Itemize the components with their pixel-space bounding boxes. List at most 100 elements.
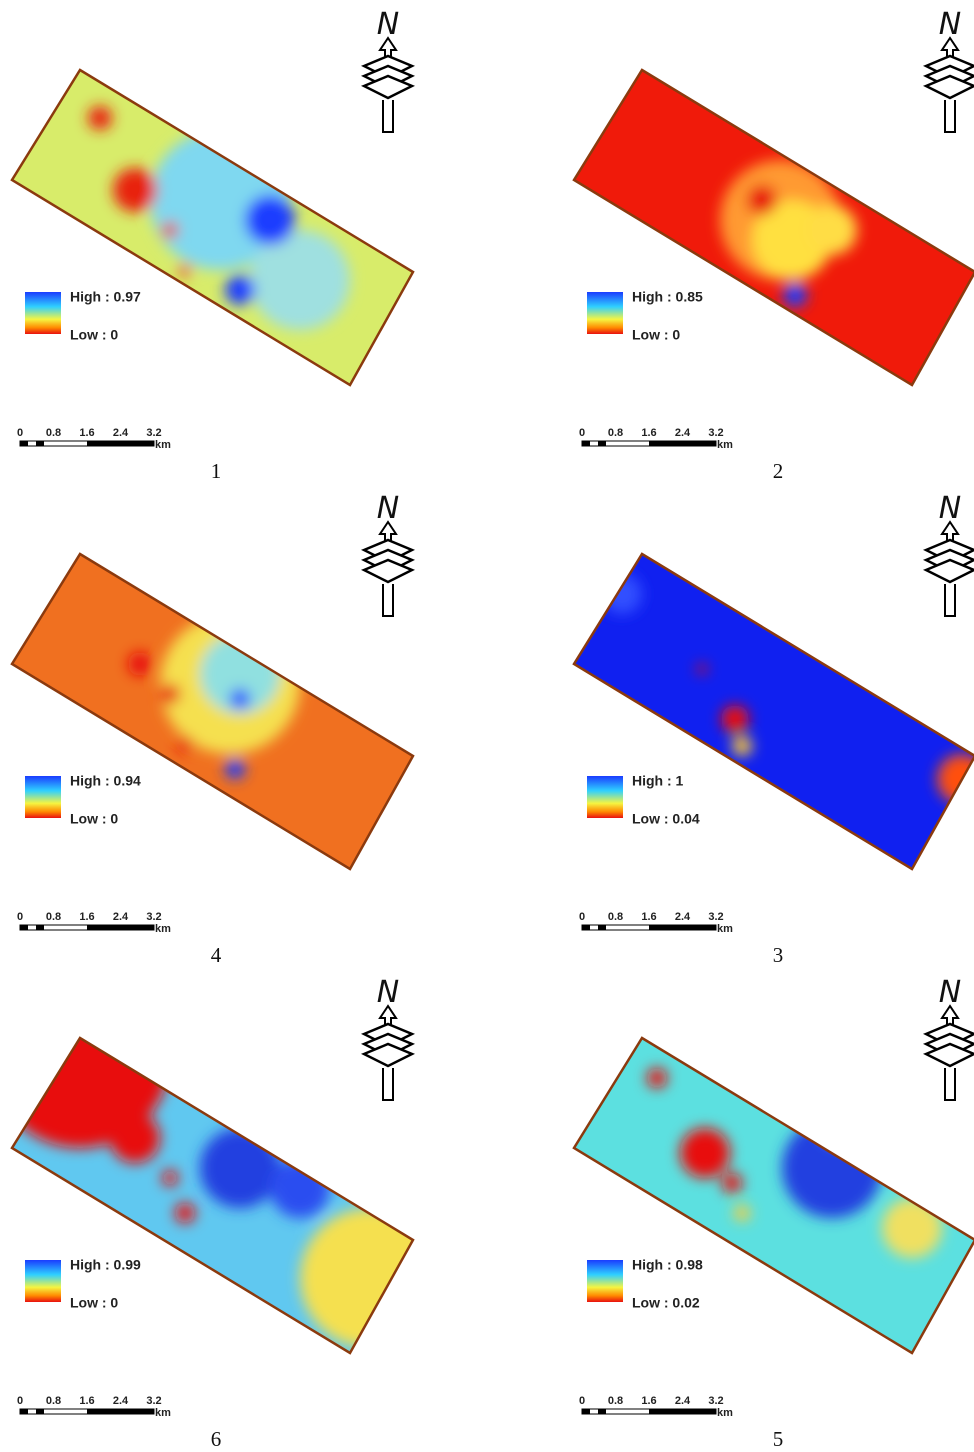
scale-bar-label: 3.2: [708, 427, 723, 439]
scale-bar-segment: [682, 441, 716, 446]
map-blobs: [720, 160, 857, 307]
north-label: N: [377, 975, 399, 1010]
map-blob: [128, 652, 152, 676]
map-blob: [807, 205, 857, 255]
scale-bar-label: 2.4: [113, 1395, 129, 1407]
scale-bar-label: 2.4: [675, 1395, 691, 1407]
map-panel: High : 0.85 Low : 0 0 0.8 1.6 2.4 3.2km N 2: [572, 7, 974, 483]
north-layer: [360, 74, 416, 100]
north-arrow: N: [360, 7, 416, 133]
scale-bar-segment: [582, 441, 590, 446]
map-raster: [12, 1038, 413, 1353]
map-panel: High : 0.94 Low : 0 0 0.8 1.6 2.4 3.2km N 4: [10, 491, 416, 967]
map-outline: [10, 68, 415, 387]
legend-low: Low : 0.02: [632, 1295, 700, 1311]
map-outline: [572, 552, 974, 871]
legend-high: High : 0.97: [70, 289, 141, 305]
legend-ramp: [587, 1260, 623, 1302]
scale-bar-label: 3.2: [708, 911, 723, 923]
map-raster: [12, 70, 413, 385]
scale-bar-label: 1.6: [641, 1395, 656, 1407]
scale-bar-label: 1.6: [79, 427, 94, 439]
scale-bar-label: 3.2: [146, 911, 161, 923]
scale-bar-segment: [120, 925, 154, 930]
legend-ramp: [25, 776, 61, 818]
north-stem: [944, 584, 956, 617]
map-blob: [245, 195, 295, 245]
scale-bar-segment: [36, 1409, 44, 1414]
north-stem: [382, 1068, 394, 1101]
panel-label: 4: [211, 943, 222, 967]
map-base: [574, 554, 974, 869]
scale-bar-label: 0.8: [608, 1395, 623, 1407]
map-blob: [160, 684, 180, 704]
legend-ramp: [587, 292, 623, 334]
north-label: N: [377, 491, 399, 526]
scale-bar-label: 0.8: [46, 1395, 61, 1407]
scale-bar-segment: [582, 925, 590, 930]
map-blob: [162, 1170, 178, 1186]
legend-low: Low : 0: [632, 327, 680, 343]
legend-high: High : 0.94: [70, 773, 141, 789]
panel-label: 5: [773, 1427, 784, 1451]
map-blob: [747, 185, 777, 215]
scale-bar-segment: [87, 441, 121, 446]
scale-bar-segment: [598, 925, 606, 930]
scale-bar-label: 1.6: [641, 427, 656, 439]
legend-high: High : 0.98: [632, 1257, 703, 1273]
map-panel: High : 0.98 Low : 0.02 0 0.8 1.6 2.4 3.2km N 5: [572, 975, 974, 1451]
scale-bar-unit: km: [717, 1407, 733, 1419]
legend-ramp: [25, 292, 61, 334]
scale-bar-segment: [36, 441, 44, 446]
map-outline: [10, 1036, 415, 1355]
map-blob: [270, 1158, 330, 1218]
north-arrow: N: [360, 975, 416, 1101]
scale-bar-unit: km: [155, 1407, 171, 1419]
map-blob: [812, 1088, 872, 1148]
scale-bar-segment: [649, 925, 683, 930]
scale-bar-segment: [120, 1409, 154, 1414]
scale-bar-segment: [87, 1409, 121, 1414]
scale-bar-segment: [582, 1409, 590, 1414]
map-blob: [300, 1208, 413, 1348]
panel-label: 3: [773, 943, 784, 967]
north-label: N: [939, 7, 961, 42]
panel-label: 6: [211, 1427, 222, 1451]
north-layer: [360, 1042, 416, 1068]
panel-label: 1: [211, 459, 222, 483]
scale-bar-label: 1.6: [641, 911, 656, 923]
scale-bar-label: 3.2: [708, 1395, 723, 1407]
map-blob: [721, 705, 749, 733]
map-blob: [647, 1068, 667, 1088]
scale-bar-label: 0.8: [46, 911, 61, 923]
legend-low: Low : 0: [70, 811, 118, 827]
north-layer: [922, 1042, 974, 1068]
map-raster: [574, 70, 974, 385]
north-label: N: [377, 7, 399, 42]
scale-bar-unit: km: [155, 923, 171, 935]
scale-bar-label: 0: [17, 911, 23, 923]
panel-label: 2: [773, 459, 784, 483]
scale-bar-unit: km: [155, 439, 171, 451]
map-blob: [230, 689, 250, 709]
scale-bar-label: 2.4: [675, 427, 691, 439]
legend-high: High : 0.85: [632, 289, 703, 305]
scale-bar-segment: [20, 441, 28, 446]
map-outline: [572, 1036, 974, 1355]
scale-bar-label: 0: [579, 427, 585, 439]
map-blob: [722, 1173, 742, 1193]
scale-bar-label: 3.2: [146, 1395, 161, 1407]
map-base: [574, 1038, 974, 1353]
scale-bar-label: 3.2: [146, 427, 161, 439]
scale-bar-label: 2.4: [113, 427, 129, 439]
map-blob: [88, 106, 112, 130]
scale-bar-label: 1.6: [79, 911, 94, 923]
map-blob: [110, 1113, 160, 1163]
scale-bar-label: 0: [17, 427, 23, 439]
north-arrow: N: [922, 975, 974, 1101]
north-stem: [382, 100, 394, 133]
scale-bar-segment: [649, 1409, 683, 1414]
map-blob: [734, 1205, 750, 1221]
map-blob: [697, 664, 707, 674]
